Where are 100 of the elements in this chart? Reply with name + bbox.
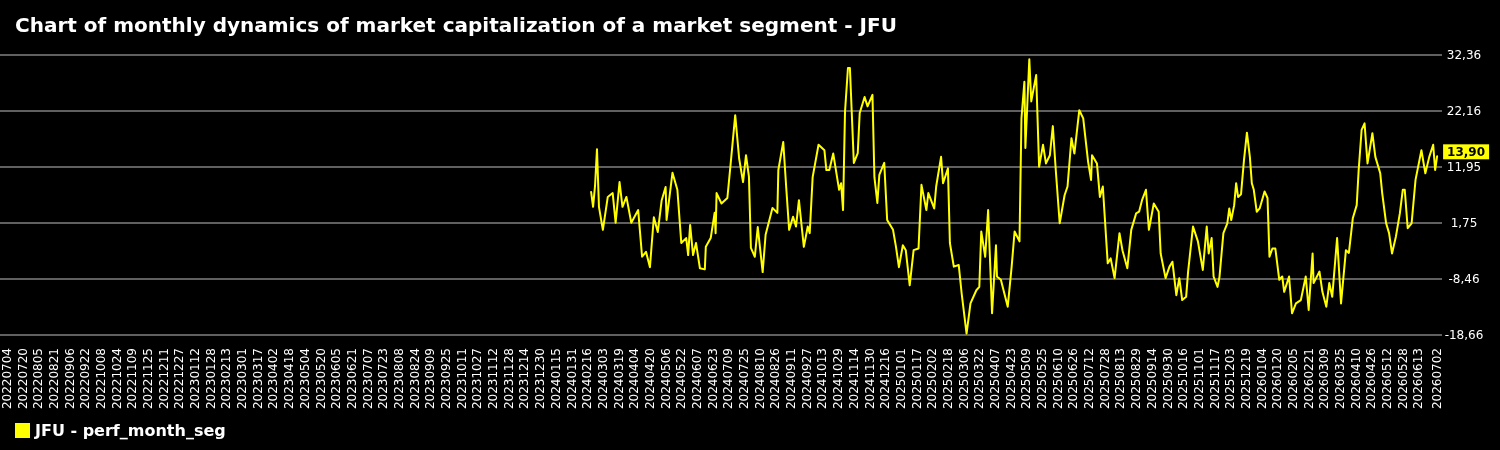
x-tick-label: 20240607 (689, 348, 704, 410)
annotation: 13,90 (1447, 145, 1486, 160)
x-tick-label: 20230112 (188, 348, 203, 410)
x-tick-label: 20250829 (1129, 348, 1144, 410)
x-tick-label: 20240319 (611, 348, 626, 410)
x-tick-label: 20250423 (1003, 348, 1018, 410)
x-tick-label: 20230301 (235, 348, 250, 410)
x-tick-label: 20260205 (1286, 348, 1300, 410)
x-tick-label: 20231011 (454, 348, 469, 410)
x-tick-label: 20241029 (831, 348, 846, 410)
y-tick-label: 22,16 (1446, 103, 1482, 118)
x-tick-label: 20230605 (329, 348, 344, 410)
x-tick-label: 20260221 (1301, 348, 1316, 410)
x-tick-label: 20231027 (470, 348, 485, 410)
x-tick-label: 20240522 (674, 348, 689, 410)
x-tick-label: 20250306 (956, 348, 971, 410)
x-tick-label: 20220821 (46, 348, 61, 410)
x-tick-label: 20231214 (517, 348, 532, 410)
x-tick-label: 20241130 (862, 348, 877, 410)
x-tick-label: 20230808 (391, 348, 406, 410)
x-tick-label: 20221109 (125, 348, 140, 410)
chart-title: Chart of monthly dynamics of market capitalization of a market segment - JFU (15, 13, 897, 37)
legend-label: JFU - perf_month_seg (34, 421, 226, 440)
x-tick-label: 20250813 (1113, 348, 1128, 410)
x-tick-label: 20230909 (423, 348, 438, 410)
x-tick-label: 20230213 (219, 348, 234, 410)
x-tick-label: 20241216 (878, 348, 893, 410)
x-tick-label: 20230925 (439, 348, 454, 410)
x-tick-label: 20230128 (203, 348, 218, 410)
x-tick-label: 20250509 (1019, 348, 1034, 410)
x-tick-label: 20220906 (62, 348, 77, 410)
x-tick-label: 20221211 (156, 348, 171, 410)
x-tick-label: 20251203 (1223, 348, 1238, 410)
x-tick-label: 20250914 (1144, 348, 1159, 410)
x-tick-label: 20220805 (31, 348, 46, 410)
x-tick-label: 20220922 (78, 348, 93, 410)
x-tick-label: 20250218 (940, 348, 955, 410)
y-tick-label: 11,95 (1446, 160, 1482, 175)
x-tick-label: 20220704 (0, 348, 14, 410)
x-tick-label: 20241114 (846, 348, 861, 410)
x-tick-label: 20260702 (1430, 348, 1445, 410)
x-tick-label: 20260104 (1254, 348, 1269, 410)
x-tick-label: 20250728 (1097, 348, 1112, 410)
y-tick-label: 32,36 (1446, 48, 1482, 62)
x-tick-label: 20260613 (1411, 348, 1426, 410)
x-tick-label: 20240420 (642, 348, 657, 410)
x-tick-label: 20250202 (925, 348, 940, 410)
x-tick-label: 20221008 (93, 348, 108, 410)
x-tick-label: 20251101 (1191, 348, 1206, 410)
x-tick-label: 20240725 (737, 348, 752, 410)
x-tick-label: 20240927 (799, 348, 814, 410)
x-tick-label: 20250525 (1035, 348, 1050, 410)
x-tick-label: 20250626 (1066, 348, 1081, 410)
x-tick-label: 20250712 (1082, 348, 1097, 410)
x-tick-label: 20240115 (548, 348, 563, 410)
x-tick-label: 20240404 (627, 348, 642, 410)
x-tick-label: 20240623 (705, 348, 720, 410)
x-tick-label: 20260426 (1364, 348, 1379, 410)
x-tick-label: 20231230 (533, 348, 548, 410)
x-tick-label: 20240826 (768, 348, 783, 410)
y-tick-label: 1,75 (1450, 215, 1478, 230)
x-tick-label: 20250101 (893, 348, 908, 410)
x-tick-label: 20251117 (1207, 348, 1222, 410)
line-series (590, 58, 1439, 335)
x-tick-label: 20240303 (595, 348, 610, 410)
x-tick-label: 20260309 (1317, 348, 1332, 410)
x-tick-label: 20260528 (1395, 348, 1410, 410)
x-tick-label: 20250930 (1160, 348, 1175, 410)
x-tick-label: 20230504 (297, 348, 312, 410)
x-tick-label: 20250407 (987, 348, 1002, 410)
y-tick-label: -8,46 (1448, 272, 1480, 287)
x-tick-label: 20231112 (486, 348, 501, 410)
x-tick-label: 20250610 (1050, 348, 1065, 410)
x-tick-label: 20221227 (172, 348, 187, 410)
x-tick-label: 20230317 (250, 348, 265, 410)
x-tick-label: 20251219 (1238, 348, 1253, 410)
x-tick-label: 20230402 (266, 348, 281, 410)
x-tick-label: 20230621 (344, 348, 359, 410)
x-tick-label: 20260512 (1380, 348, 1395, 410)
x-tick-label: 20260410 (1348, 348, 1363, 410)
x-tick-label: 20240131 (564, 348, 579, 410)
x-tick-label: 20250322 (972, 348, 987, 410)
x-tick-label: 20221125 (141, 348, 156, 410)
x-tick-label: 20240506 (658, 348, 673, 410)
x-tick-label: 20240810 (752, 348, 767, 410)
x-tick-label: 20260325 (1333, 348, 1348, 410)
x-tick-label: 20250117 (909, 348, 924, 410)
y-tick-label: -18,66 (1444, 328, 1484, 342)
x-tick-label: 20241013 (815, 348, 830, 410)
x-tick-label: 20221024 (109, 348, 124, 410)
x-tick-label: 20260120 (1270, 348, 1285, 410)
x-tick-label: 20230520 (313, 348, 328, 410)
x-tick-label: 20240709 (721, 348, 736, 410)
x-tick-label: 20230418 (282, 348, 297, 410)
x-tick-label: 20230723 (376, 348, 391, 410)
x-tick-label: 20231128 (501, 348, 516, 410)
x-tick-label: 20220720 (15, 348, 30, 410)
x-tick-label: 20251016 (1176, 348, 1191, 410)
x-tick-label: 20240216 (580, 348, 595, 410)
x-tick-label: 20230824 (407, 348, 422, 410)
